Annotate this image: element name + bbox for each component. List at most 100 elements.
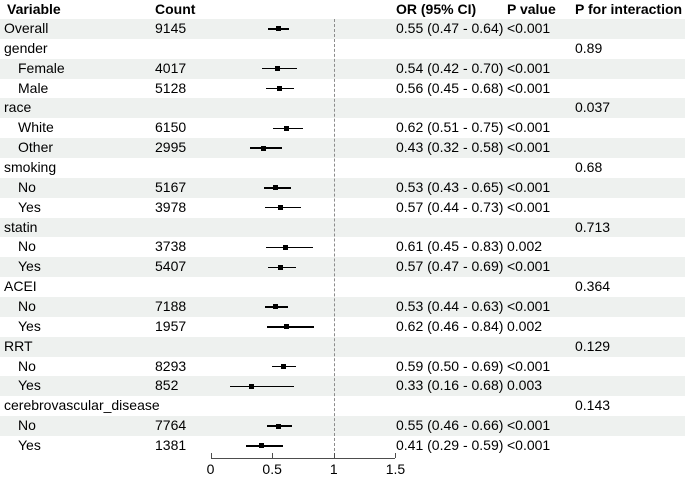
variable-cell: Yes bbox=[18, 317, 41, 334]
or-ci-cell: 0.43 (0.32 - 0.58) bbox=[396, 139, 504, 156]
variable-cell: Other bbox=[18, 139, 54, 156]
count-cell: 8293 bbox=[155, 357, 187, 374]
variable-cell: Overall bbox=[4, 20, 49, 36]
count-cell: 9145 bbox=[155, 20, 187, 36]
variable-cell: No bbox=[18, 178, 36, 195]
or-marker bbox=[248, 383, 254, 389]
table-row: cerebrovascular_disease 0.143 bbox=[0, 396, 685, 416]
or-marker bbox=[274, 66, 280, 72]
variable-cell: cerebrovascular_disease bbox=[4, 397, 160, 414]
table-row: No 5167 0.53 (0.43 - 0.65) <0.001 bbox=[0, 177, 685, 198]
table-row: gender 0.89 bbox=[0, 39, 685, 59]
table-row: No 8293 0.59 (0.50 - 0.69) <0.001 bbox=[0, 357, 685, 377]
column-header-p-value: P value bbox=[507, 1, 556, 17]
or-marker bbox=[258, 443, 264, 449]
p-interaction-cell: 0.89 bbox=[575, 39, 603, 56]
table-row: Overall 9145 0.55 (0.47 - 0.64) <0.001 bbox=[0, 19, 685, 39]
p-value-cell: <0.001 bbox=[507, 417, 551, 434]
or-ci-cell: 0.55 (0.46 - 0.66) bbox=[396, 417, 504, 434]
variable-cell: Yes bbox=[18, 258, 41, 275]
x-axis-tick-label: 0.5 bbox=[262, 461, 282, 477]
count-cell: 3738 bbox=[155, 238, 187, 255]
variable-cell: Female bbox=[18, 59, 65, 76]
count-cell: 4017 bbox=[155, 59, 187, 76]
count-cell: 5407 bbox=[155, 258, 187, 275]
x-axis-tick bbox=[395, 453, 397, 458]
p-interaction-cell: 0.68 bbox=[575, 159, 603, 176]
or-marker bbox=[275, 423, 281, 429]
p-value-cell: <0.001 bbox=[507, 198, 551, 215]
or-marker bbox=[273, 185, 279, 191]
variable-cell: gender bbox=[4, 39, 48, 56]
or-marker bbox=[280, 364, 286, 370]
table-row: statin 0.713 bbox=[0, 217, 685, 238]
or-marker bbox=[284, 125, 290, 131]
count-cell: 5167 bbox=[155, 178, 187, 195]
table-row: Yes 3978 0.57 (0.44 - 0.73) <0.001 bbox=[0, 198, 685, 218]
ci-line bbox=[265, 246, 313, 249]
p-value-cell: <0.001 bbox=[507, 79, 551, 96]
p-value-cell: <0.001 bbox=[507, 59, 551, 76]
or-marker bbox=[275, 26, 281, 32]
p-interaction-cell: 0.143 bbox=[575, 397, 611, 414]
or-ci-cell: 0.33 (0.16 - 0.68) bbox=[396, 377, 504, 394]
table-row: White 6150 0.62 (0.51 - 0.75) <0.001 bbox=[0, 118, 685, 138]
variable-cell: No bbox=[18, 357, 36, 374]
or-ci-cell: 0.55 (0.47 - 0.64) bbox=[396, 20, 504, 36]
or-marker bbox=[278, 205, 284, 211]
count-cell: 7764 bbox=[155, 417, 187, 434]
table-row: No 7764 0.55 (0.46 - 0.66) <0.001 bbox=[0, 416, 685, 437]
table-row: Yes 1957 0.62 (0.46 - 0.84) 0.002 bbox=[0, 317, 685, 337]
p-value-cell: <0.001 bbox=[507, 437, 551, 454]
variable-cell: No bbox=[18, 238, 36, 255]
p-value-cell: <0.001 bbox=[507, 139, 551, 156]
table-row: Yes 1381 0.41 (0.29 - 0.59) <0.001 bbox=[0, 436, 685, 456]
x-axis-tick bbox=[333, 453, 335, 458]
x-axis-tick bbox=[210, 453, 212, 458]
variable-cell: ACEI bbox=[4, 278, 37, 295]
p-value-cell: <0.001 bbox=[507, 357, 551, 374]
column-header-count: Count bbox=[155, 1, 196, 17]
p-interaction-cell: 0.364 bbox=[575, 278, 611, 295]
or-marker bbox=[273, 304, 279, 310]
variable-cell: Yes bbox=[18, 377, 41, 394]
variable-cell: No bbox=[18, 417, 36, 434]
p-value-cell: <0.001 bbox=[507, 20, 551, 36]
table-row: ACEI 0.364 bbox=[0, 277, 685, 297]
p-interaction-cell: 0.037 bbox=[575, 99, 611, 116]
variable-cell: race bbox=[4, 99, 32, 116]
p-value-cell: <0.001 bbox=[507, 298, 551, 315]
count-cell: 6150 bbox=[155, 119, 187, 136]
variable-cell: Yes bbox=[18, 437, 41, 454]
table-header: Variable Count OR (95% CI) P value P for… bbox=[0, 0, 685, 19]
or-ci-cell: 0.41 (0.29 - 0.59) bbox=[396, 437, 504, 454]
variable-cell: Yes bbox=[18, 198, 41, 215]
table-row: Male 5128 0.56 (0.45 - 0.68) <0.001 bbox=[0, 79, 685, 99]
table-row: Yes 852 0.33 (0.16 - 0.68) 0.003 bbox=[0, 376, 685, 397]
or-marker bbox=[283, 244, 289, 250]
or-marker bbox=[278, 264, 284, 270]
or-ci-cell: 0.53 (0.43 - 0.65) bbox=[396, 178, 504, 195]
or-ci-cell: 0.59 (0.50 - 0.69) bbox=[396, 357, 504, 374]
p-value-cell: 0.002 bbox=[507, 238, 543, 255]
p-value-cell: <0.001 bbox=[507, 258, 551, 275]
variable-cell: White bbox=[18, 119, 54, 136]
table-row: Female 4017 0.54 (0.42 - 0.70) <0.001 bbox=[0, 58, 685, 79]
or-ci-cell: 0.57 (0.44 - 0.73) bbox=[396, 198, 504, 215]
or-ci-cell: 0.61 (0.45 - 0.83) bbox=[396, 238, 504, 255]
p-value-cell: <0.001 bbox=[507, 119, 551, 136]
or-ci-cell: 0.53 (0.44 - 0.63) bbox=[396, 298, 504, 315]
x-axis-line bbox=[210, 458, 396, 459]
p-value-cell: <0.001 bbox=[507, 178, 551, 195]
count-cell: 2995 bbox=[155, 139, 187, 156]
or-ci-cell: 0.57 (0.47 - 0.69) bbox=[396, 258, 504, 275]
variable-cell: statin bbox=[4, 218, 38, 235]
p-value-cell: 0.003 bbox=[507, 377, 543, 394]
count-cell: 1957 bbox=[155, 317, 187, 334]
or-marker bbox=[261, 145, 267, 151]
x-axis-tick-label: 1 bbox=[329, 461, 338, 477]
table-row: Yes 5407 0.57 (0.47 - 0.69) <0.001 bbox=[0, 257, 685, 278]
table-row: race 0.037 bbox=[0, 98, 685, 119]
x-axis-tick bbox=[272, 453, 274, 458]
